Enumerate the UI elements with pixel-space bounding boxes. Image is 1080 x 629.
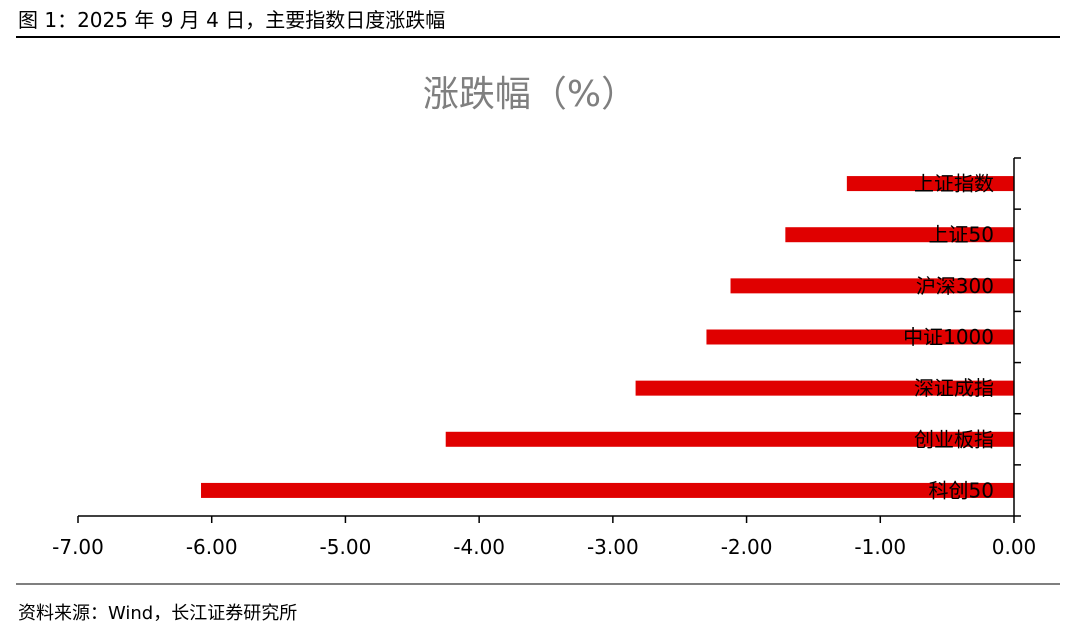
x-tick-label: -7.00 xyxy=(52,535,104,559)
x-tick-label: 0.00 xyxy=(992,535,1037,559)
bar-6 xyxy=(445,431,1014,447)
bar-1 xyxy=(846,176,1014,192)
category-label: 中证1000 xyxy=(903,325,994,349)
bar-series xyxy=(201,176,1014,498)
x-tick-label: -4.00 xyxy=(453,535,505,559)
category-label: 深证成指 xyxy=(914,376,994,400)
x-tick-label: -2.00 xyxy=(721,535,773,559)
category-label: 创业板指 xyxy=(914,427,994,451)
x-tick-label: -5.00 xyxy=(320,535,372,559)
bar-3 xyxy=(730,278,1014,294)
title-rule xyxy=(16,36,1060,38)
source-note: 资料来源：Wind，长江证券研究所 xyxy=(18,603,298,624)
category-label: 沪深300 xyxy=(916,274,994,298)
bar-4 xyxy=(706,329,1014,345)
axes xyxy=(77,157,1021,523)
bar-7 xyxy=(201,482,1014,498)
chart-title: 涨跌幅（%） xyxy=(423,74,637,115)
figure-title: 图 1：2025 年 9 月 4 日，主要指数日度涨跌幅 xyxy=(18,8,446,32)
x-tick-label: -1.00 xyxy=(854,535,906,559)
x-tick-labels: -7.00 -6.00 -5.00 -4.00 -3.00 -2.00 -1.00 0.00 xyxy=(52,535,1036,559)
bar-5 xyxy=(635,380,1014,396)
category-label: 上证指数 xyxy=(914,172,994,196)
x-tick-label: -6.00 xyxy=(186,535,238,559)
bar-2 xyxy=(785,227,1014,243)
category-label: 上证50 xyxy=(929,223,994,247)
x-tick-label: -3.00 xyxy=(587,535,639,559)
footer-rule xyxy=(16,583,1060,585)
category-label: 科创50 xyxy=(929,478,994,502)
